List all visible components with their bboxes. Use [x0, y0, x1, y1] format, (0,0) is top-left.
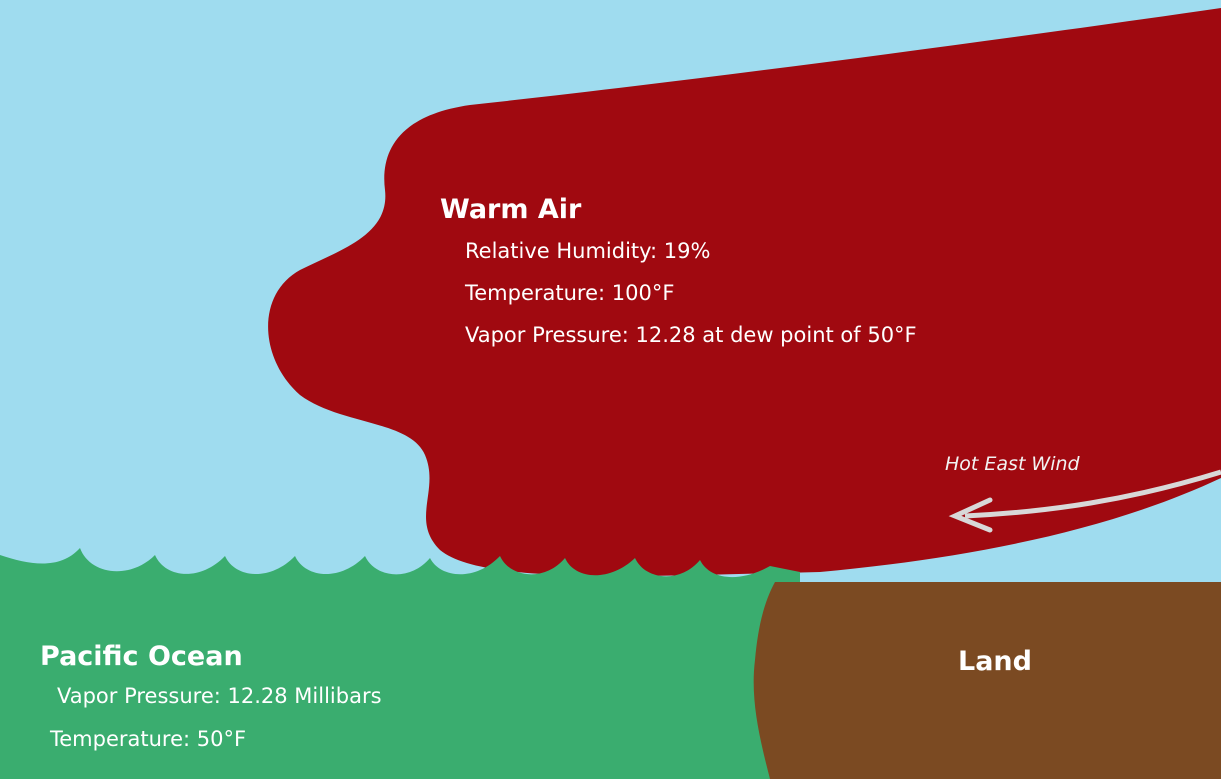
wind-arrow: [964, 469, 1221, 519]
warm-air-mass: [268, 8, 1221, 576]
warm-air-line: Vapor Pressure: 12.28 at dew point of 50…: [465, 323, 917, 347]
wind-arrowhead: [948, 497, 993, 533]
land-title: Land: [958, 646, 1032, 677]
ocean-line: Vapor Pressure: 12.28 Millibars: [57, 684, 382, 708]
warm-air-title: Warm Air: [440, 194, 582, 225]
ocean: [0, 548, 800, 779]
warm-air-line: Relative Humidity: 19%: [465, 239, 710, 263]
land: [753, 582, 1221, 779]
ocean-line: Temperature: 50°F: [49, 727, 246, 751]
ocean-title: Pacific Ocean: [40, 641, 243, 672]
warm-air-line: Temperature: 100°F: [464, 281, 674, 305]
wind-label: Hot East Wind: [945, 453, 1081, 475]
